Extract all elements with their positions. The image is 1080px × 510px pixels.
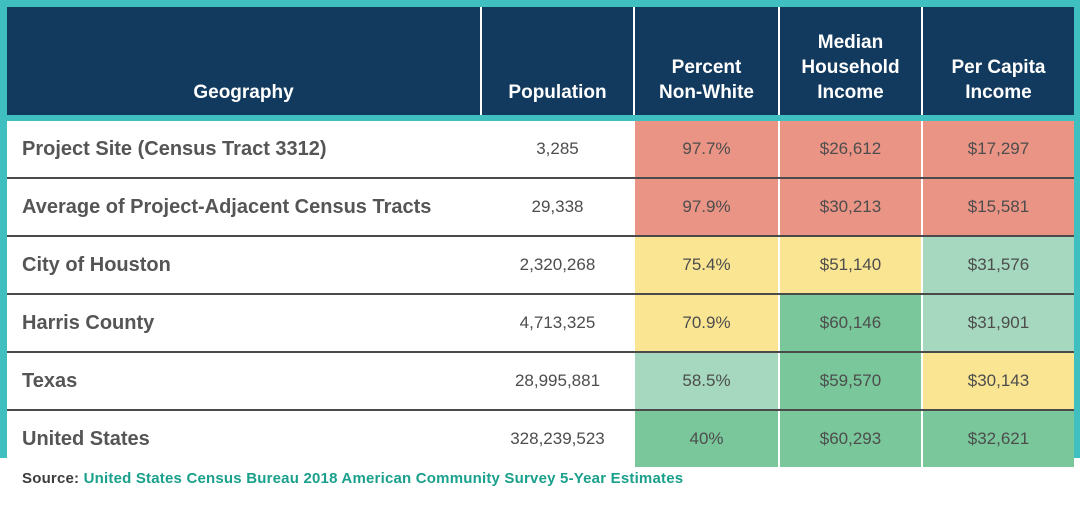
header-line: Income <box>965 82 1032 103</box>
geography-cell: Average of Project-Adjacent Census Tract… <box>7 178 482 237</box>
per-capita-income-cell: $32,621 <box>922 410 1074 467</box>
header-line: Household <box>801 57 900 78</box>
population-cell: 2,320,268 <box>481 236 635 295</box>
population-cell: 29,338 <box>481 178 635 237</box>
table-frame: Geography Population Percent Non-White Media… <box>0 0 1080 467</box>
percent-non-white-cell: 75.4% <box>634 236 780 295</box>
percent-non-white-cell: 97.9% <box>634 178 780 237</box>
median-household-income-cell: $59,570 <box>779 352 923 411</box>
geography-cell: United States <box>7 410 482 467</box>
percent-non-white-cell: 97.7% <box>634 118 780 179</box>
table-row: Average of Project-Adjacent Census Tract… <box>7 178 1074 237</box>
per-capita-income-cell: $31,576 <box>922 236 1074 295</box>
per-capita-income-cell: $15,581 <box>922 178 1074 237</box>
per-capita-income-cell: $31,901 <box>922 294 1074 353</box>
header-line: Non-White <box>659 82 754 103</box>
source-label: Source: <box>22 470 80 487</box>
percent-non-white-cell: 58.5% <box>634 352 780 411</box>
census-table: Geography Population Percent Non-White Media… <box>7 7 1074 467</box>
source-note: Source: United States Census Bureau 2018… <box>22 470 683 487</box>
geography-cell: Harris County <box>7 294 482 353</box>
per-capita-income-cell: $30,143 <box>922 352 1074 411</box>
median-household-income-cell: $26,612 <box>779 118 923 179</box>
header-population: Population <box>481 7 635 121</box>
table-row: Harris County 4,713,325 70.9% $60,146 $31,90… <box>7 294 1074 353</box>
population-cell: 3,285 <box>481 118 635 179</box>
header-line: Percent <box>671 57 742 78</box>
population-cell: 28,995,881 <box>481 352 635 411</box>
header-line: Population <box>508 82 607 103</box>
header-row: Geography Population Percent Non-White Media… <box>7 7 1074 121</box>
population-cell: 328,239,523 <box>481 410 635 467</box>
header-line: Median <box>817 32 884 53</box>
header-line: Income <box>817 82 884 103</box>
population-cell: 4,713,325 <box>481 294 635 353</box>
header-median-household-income: Median Household Income <box>779 7 923 121</box>
table-row: Project Site (Census Tract 3312) 3,285 97.… <box>7 118 1074 179</box>
median-household-income-cell: $60,146 <box>779 294 923 353</box>
header-geography: Geography <box>7 7 482 121</box>
median-household-income-cell: $30,213 <box>779 178 923 237</box>
header-percent-non-white: Percent Non-White <box>634 7 780 121</box>
per-capita-income-cell: $17,297 <box>922 118 1074 179</box>
median-household-income-cell: $60,293 <box>779 410 923 467</box>
median-household-income-cell: $51,140 <box>779 236 923 295</box>
table-row: United States 328,239,523 40% $60,293 $32,62… <box>7 410 1074 467</box>
table-body: Project Site (Census Tract 3312) 3,285 97.… <box>7 118 1074 467</box>
percent-non-white-cell: 70.9% <box>634 294 780 353</box>
table-row: Texas 28,995,881 58.5% $59,570 $30,143 <box>7 352 1074 411</box>
header-line: Geography <box>193 82 294 103</box>
header-per-capita-income: Per Capita Income <box>922 7 1074 121</box>
header-line: Per Capita <box>951 57 1046 78</box>
geography-cell: Texas <box>7 352 482 411</box>
source-text: United States Census Bureau 2018 America… <box>83 470 684 487</box>
table-row: City of Houston 2,320,268 75.4% $51,140 $31,… <box>7 236 1074 295</box>
geography-cell: City of Houston <box>7 236 482 295</box>
geography-cell: Project Site (Census Tract 3312) <box>7 118 482 179</box>
percent-non-white-cell: 40% <box>634 410 780 467</box>
